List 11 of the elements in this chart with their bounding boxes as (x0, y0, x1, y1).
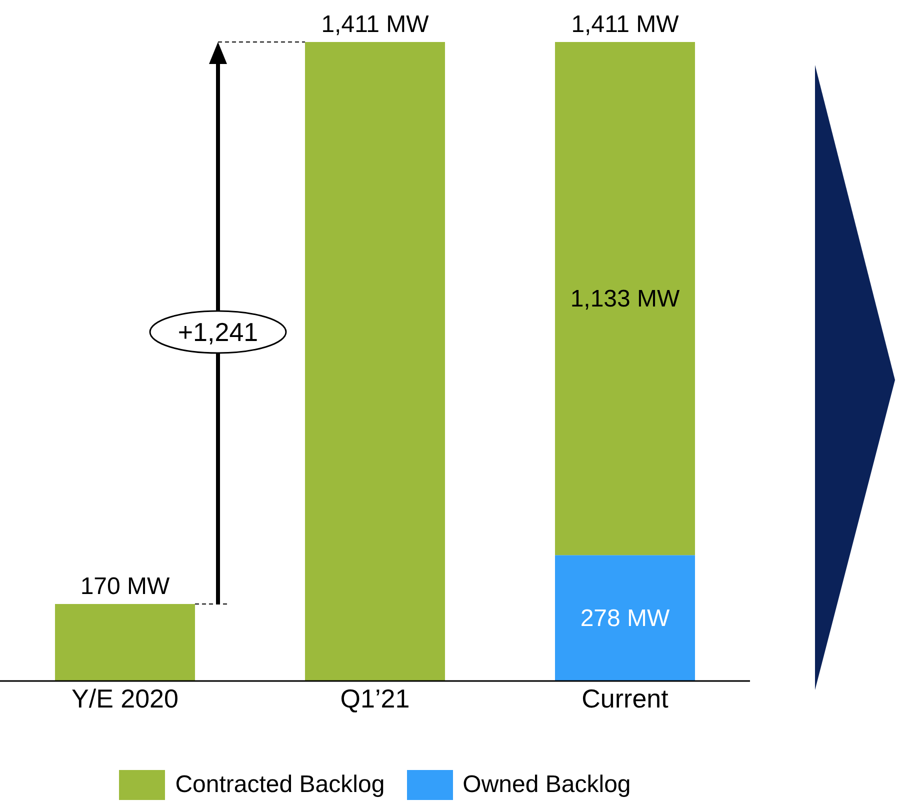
total-label: 170 MW (80, 573, 170, 600)
total-label: 1,411 MW (321, 11, 430, 38)
legend-label: Owned Backlog (462, 771, 631, 799)
annotation: +1,241 (178, 317, 258, 347)
x-tick-label: Y/E 2020 (72, 683, 178, 714)
total-label: 1,411 MW (571, 11, 680, 38)
legend-label: Contracted Backlog (175, 771, 385, 799)
x-tick-label: Current (582, 683, 670, 714)
data-label: 278 MW (580, 605, 670, 632)
data-label: 1,133 MW (570, 286, 680, 313)
x-tick-label: Q1’21 (340, 683, 410, 714)
